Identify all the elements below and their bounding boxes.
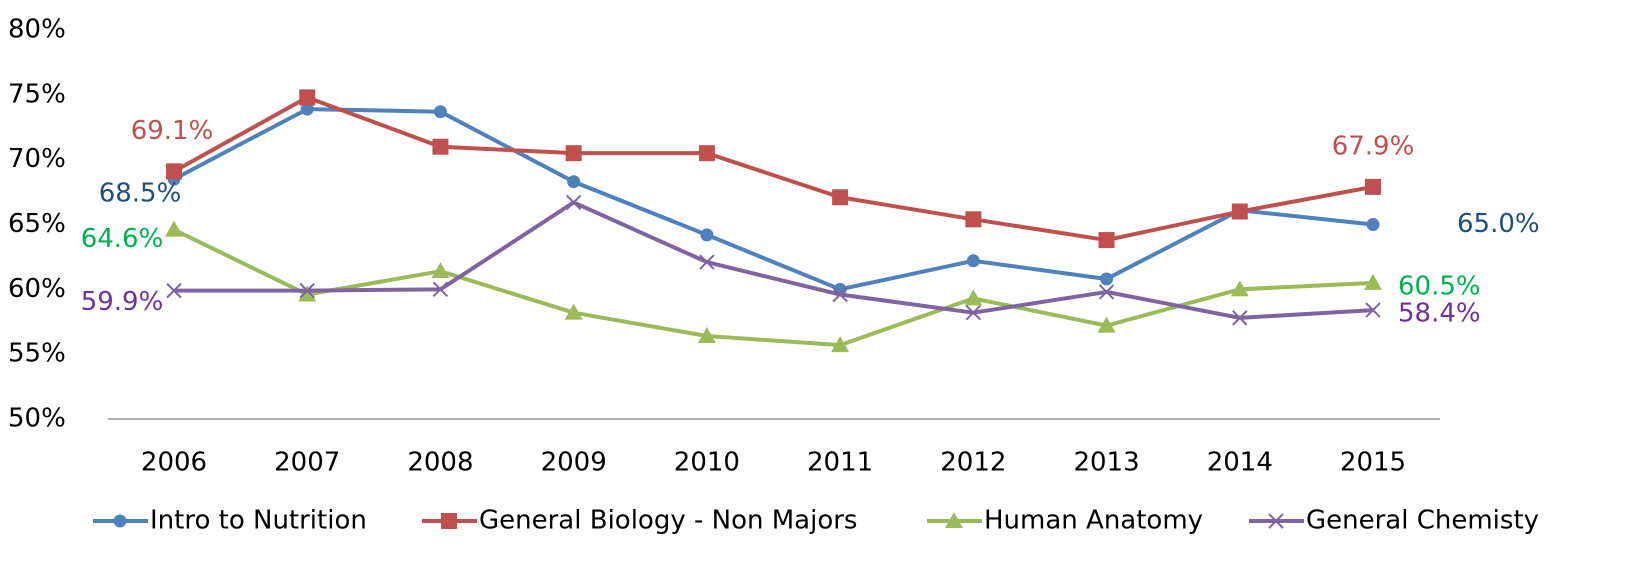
x-tick-label: 2010 [674, 448, 740, 478]
marker [699, 254, 715, 270]
data-label: 69.1% [131, 116, 214, 146]
marker [299, 89, 316, 106]
marker [966, 254, 980, 268]
y-tick-label: 65% [8, 209, 66, 239]
marker [166, 282, 182, 299]
marker [965, 304, 982, 321]
marker [832, 189, 849, 206]
series-line [173, 227, 1374, 348]
x-tick-label: 2014 [1207, 448, 1273, 478]
marker [113, 514, 127, 528]
marker [431, 262, 450, 279]
marker [165, 220, 183, 237]
legend-item: General Biology - Non Majors [422, 506, 857, 536]
marker [298, 285, 317, 302]
marker [432, 281, 449, 298]
legend-label: General Biology - Non Majors [479, 506, 857, 536]
marker [831, 336, 850, 353]
marker [698, 145, 715, 162]
marker [1364, 273, 1382, 290]
marker [1230, 280, 1249, 297]
marker [965, 211, 982, 228]
marker [1365, 302, 1381, 318]
series-line [174, 200, 1374, 320]
y-tick-label: 55% [8, 339, 66, 369]
legend-item: Intro to Nutrition [93, 506, 367, 536]
series-line [173, 107, 1374, 292]
marker [567, 175, 581, 189]
marker [1098, 232, 1115, 249]
x-tick-label: 2008 [407, 448, 473, 478]
marker [1231, 203, 1248, 220]
marker [1268, 513, 1284, 529]
x-tick-label: 2012 [940, 448, 1006, 478]
marker [565, 145, 582, 162]
marker [832, 286, 848, 303]
marker [1098, 284, 1115, 300]
marker [697, 327, 716, 344]
marker [1365, 178, 1381, 195]
x-tick-label: 2015 [1340, 448, 1406, 478]
marker [433, 105, 447, 119]
legend-label: General Chemisty [1306, 506, 1539, 536]
marker [564, 303, 583, 320]
data-label: 60.5% [1398, 271, 1481, 301]
data-label: 64.6% [81, 224, 164, 254]
marker [1100, 272, 1114, 286]
marker [166, 163, 182, 180]
data-label: 67.9% [1332, 131, 1415, 161]
marker [700, 228, 714, 242]
y-tick-label: 80% [8, 15, 66, 45]
x-tick-label: 2006 [141, 448, 207, 478]
marker [964, 289, 983, 306]
marker [432, 138, 449, 155]
x-tick-label: 2011 [807, 448, 873, 478]
y-tick-label: 50% [8, 404, 66, 434]
marker [1366, 218, 1380, 231]
legend-item: General Chemisty [1249, 506, 1539, 536]
marker [945, 512, 963, 528]
marker [1232, 310, 1248, 326]
y-tick-label: 70% [8, 144, 66, 174]
marker [300, 102, 314, 116]
data-label: 68.5% [99, 179, 182, 209]
x-tick-label: 2007 [274, 448, 340, 478]
legend-item: Human Anatomy [927, 506, 1203, 536]
x-tick-label: 2009 [541, 448, 607, 478]
y-tick-label: 60% [8, 274, 66, 304]
legend-label: Intro to Nutrition [150, 506, 367, 536]
data-label: 65.0% [1457, 209, 1540, 239]
marker [1097, 316, 1116, 333]
data-label: 58.4% [1398, 299, 1481, 329]
marker [441, 513, 457, 529]
marker [299, 282, 315, 299]
x-tick-label: 2013 [1073, 448, 1139, 478]
series-line [173, 95, 1374, 243]
y-tick-label: 75% [8, 79, 66, 109]
legend-label: Human Anatomy [984, 506, 1203, 536]
marker [565, 194, 582, 211]
data-label: 59.9% [81, 287, 164, 317]
